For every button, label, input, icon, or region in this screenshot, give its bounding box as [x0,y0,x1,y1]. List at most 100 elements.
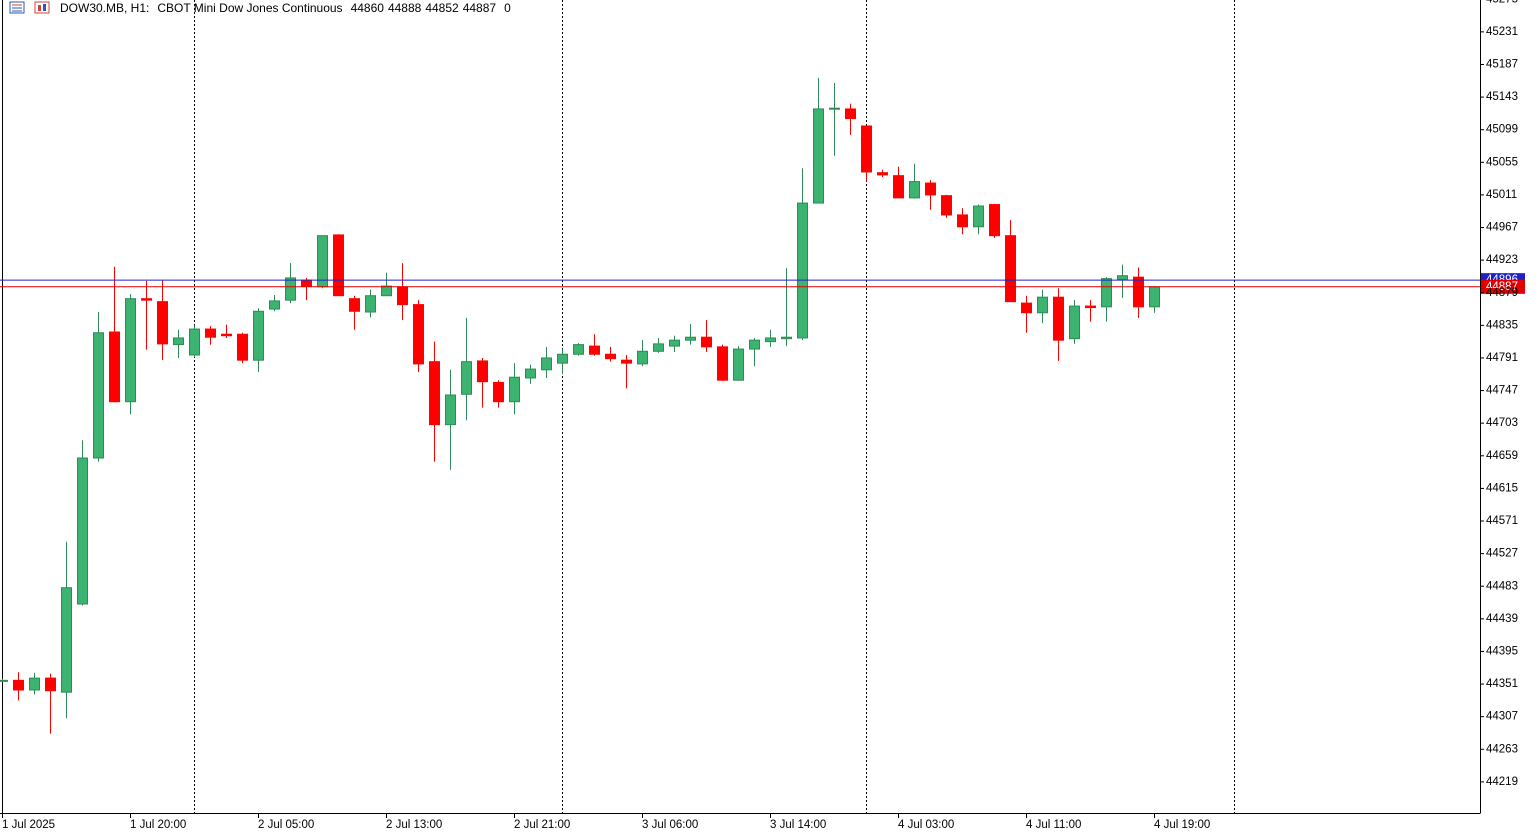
header-value: 44852 [425,1,459,15]
chart-header: DOW30.MB, H1: CBOT Mini Dow Jones Continu… [60,1,511,15]
candle-body [557,353,568,364]
candle-body [733,348,744,381]
y-tick-label: 44923 [1486,254,1518,266]
candle-body [989,204,1000,237]
header-value: 0 [504,1,511,15]
candle-body [509,376,520,403]
x-tick-label: 3 Jul 06:00 [642,819,698,831]
x-tick-label: 1 Jul 2025 [2,819,55,831]
y-tick-label: 44967 [1486,222,1518,234]
period-separators [194,0,1235,813]
candle-body [189,328,200,356]
candle-body [413,304,424,365]
candle-body [845,108,856,120]
candle-body [173,337,184,346]
candle-body [589,345,600,355]
price-label-box [1481,279,1525,294]
candle-body [205,328,216,338]
candle-body [861,125,872,173]
price-lines: 4489644887 [0,273,1525,294]
candle-body [925,182,936,196]
candle-body [813,108,824,204]
y-tick-label: 44615 [1486,482,1518,494]
candle-body [125,298,136,403]
candle-body [605,353,616,360]
candle-body [493,381,504,403]
y-tick-label: 44747 [1486,385,1518,397]
header-value: 44888 [388,1,422,15]
candle-body [285,277,296,301]
candle-body [1053,296,1064,341]
y-tick-label: 44571 [1486,515,1518,527]
candle-body [1133,276,1144,308]
candle-body [541,357,552,371]
symbol: DOW30.MB, H1: [60,1,149,15]
candle-body [765,337,776,343]
candle-body [973,205,984,228]
y-tick-label: 45011 [1486,189,1517,201]
candle-body [221,333,232,337]
header-icons [9,1,50,14]
candle-body [301,279,312,287]
candle-body [669,339,680,347]
y-tick-label: 44659 [1486,450,1518,462]
icon [38,5,41,11]
candle-body [909,181,920,199]
candle-body [877,172,888,176]
y-tick-label: 45231 [1486,26,1518,38]
y-tick-label: 45055 [1486,156,1518,168]
candle-body [0,679,8,682]
candle-body [317,235,328,288]
description: CBOT Mini Dow Jones Continuous [157,1,342,15]
y-tick-label: 44703 [1486,417,1518,429]
candle-body [685,336,696,341]
x-tick-label: 2 Jul 13:00 [386,819,442,831]
candle-body [1069,305,1080,340]
candle-body [349,298,360,312]
candle-body [77,457,88,605]
candle-body [957,214,968,228]
candle-body [333,234,344,297]
x-tick-label: 2 Jul 21:00 [514,819,570,831]
candle-body [829,107,840,110]
candle-body [717,346,728,381]
y-tick-label: 44483 [1486,580,1518,592]
candle-body [1149,286,1160,308]
candle-body [157,301,168,345]
candle-body [1021,302,1032,314]
y-tick-label: 45275 [1486,0,1518,5]
candle-body [893,175,904,199]
candle-body [429,361,440,426]
y-tick-label: 45187 [1486,59,1518,71]
y-tick-label: 44307 [1486,711,1518,723]
axes: 45275 45231 45187 45143 45099 45055 45011 44967… [2,0,1518,831]
y-tick-label: 44835 [1486,319,1518,331]
candle-body [109,331,120,403]
x-tick-label: 4 Jul 11:00 [1026,819,1081,831]
candle-body [1005,235,1016,303]
candle-body [141,298,152,301]
x-tick-label: 4 Jul 03:00 [898,819,954,831]
y-tick-label: 44791 [1486,352,1518,364]
candle-body [941,195,952,216]
header-value: 44860 [351,1,385,15]
y-tick-label: 45143 [1486,91,1518,103]
x-tick-label: 4 Jul 19:00 [1154,819,1210,831]
candle-body [781,336,792,340]
header-value: 44887 [463,1,497,15]
candle-body [237,333,248,361]
y-tick-label: 44263 [1486,743,1518,755]
y-tick-label: 44527 [1486,548,1518,560]
candle-body [573,344,584,355]
y-tick-label: 44879 [1486,287,1518,299]
candles [0,77,1160,734]
icon [43,4,46,11]
candle-body [365,295,376,313]
candle-body [701,336,712,348]
candle-body [397,286,408,306]
candle-body [381,285,392,297]
y-tick-label: 44439 [1486,613,1518,625]
